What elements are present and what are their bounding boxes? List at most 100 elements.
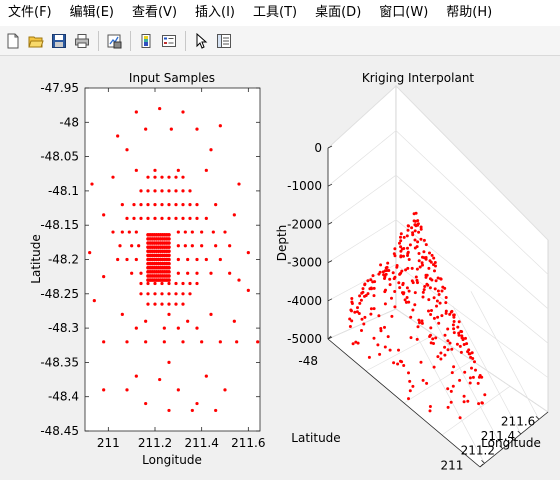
interpolant-point <box>444 311 448 315</box>
legend-icon <box>162 34 176 47</box>
interpolant-point <box>359 298 363 302</box>
interpolant-point <box>440 289 444 293</box>
sample-point <box>160 302 164 306</box>
toolbar-separator <box>130 30 131 51</box>
ytick-label: -48.05 <box>40 150 79 164</box>
ytick-label: -47.95 <box>40 81 79 95</box>
sample-point <box>195 216 199 220</box>
toolbar-separator <box>98 30 99 51</box>
ztick-label: -4000 <box>287 294 322 308</box>
interpolant-point <box>358 301 362 305</box>
sample-point <box>214 244 218 248</box>
sample-point <box>181 189 185 193</box>
interpolant-point <box>386 261 390 265</box>
menu-window[interactable]: 窗口(W) <box>379 5 429 20</box>
lon-tick-label: 211.2 <box>461 444 495 458</box>
save-button[interactable] <box>48 30 70 52</box>
link-plot-button[interactable] <box>103 30 125 52</box>
input-samples-ylabel: Latitude <box>29 234 43 283</box>
grid-line <box>327 130 397 187</box>
grid-line <box>365 334 435 372</box>
sample-point <box>232 319 236 323</box>
sample-point <box>181 340 185 344</box>
menu-help[interactable]: 帮助(H) <box>446 5 493 20</box>
interpolant-point <box>473 360 476 364</box>
interpolant-point <box>356 306 359 310</box>
figure-svg: Input Samples Longitude Latitude -47.95-… <box>29 71 549 476</box>
edit-plot-button[interactable] <box>190 30 212 52</box>
interpolant-point <box>440 314 444 318</box>
interpolant-point <box>434 336 438 340</box>
open-file-button[interactable] <box>25 30 47 52</box>
sample-point <box>174 203 178 207</box>
interpolant-point <box>387 269 391 272</box>
sample-point <box>169 127 173 131</box>
interpolant-point <box>363 283 367 287</box>
interpolant-point <box>369 307 373 311</box>
property-inspector-button[interactable] <box>213 30 235 52</box>
interpolant-point <box>407 289 411 293</box>
interpolant-point <box>449 400 453 404</box>
interpolant-point <box>402 364 406 367</box>
sample-point <box>246 251 250 255</box>
sample-point <box>134 374 138 378</box>
sample-point <box>134 257 138 262</box>
sample-point <box>256 340 260 344</box>
interpolant-point <box>436 276 440 280</box>
interpolant-point <box>407 300 411 304</box>
interpolant-point <box>398 286 402 290</box>
sample-point <box>174 302 178 306</box>
kriging-latitude-label: Latitude <box>291 431 340 445</box>
interpolant-point <box>462 343 466 346</box>
interpolant-point <box>392 252 396 256</box>
sample-point <box>246 288 250 292</box>
interpolant-point <box>399 235 402 239</box>
sample-point <box>237 182 241 186</box>
sample-point <box>181 110 185 114</box>
kriging-interpolant-axes[interactable]: Kriging Interpolant 0 -1000 -2000 -3000 -400… <box>275 71 549 476</box>
ytick-label: -48 <box>59 115 79 129</box>
sample-point <box>102 213 106 217</box>
new-figure-button[interactable] <box>2 30 24 52</box>
interpolant-point <box>410 226 414 230</box>
interpolant-point <box>388 348 392 352</box>
ytick-label: -48.2 <box>48 253 79 267</box>
sample-point <box>237 278 241 282</box>
interpolant-point <box>431 337 435 341</box>
sample-point <box>160 216 164 220</box>
print-button[interactable] <box>71 30 93 52</box>
menu-insert[interactable]: 插入(I) <box>195 5 236 20</box>
input-samples-axes[interactable]: Input Samples Longitude Latitude -47.95-… <box>29 71 266 467</box>
ytick-label: -48.1 <box>48 184 79 198</box>
interpolant-point <box>383 325 386 329</box>
sample-point <box>218 124 222 128</box>
interpolant-point <box>383 269 387 273</box>
input-samples-xticks: 211 211.2 211.4 211.6 <box>97 88 266 450</box>
insert-colorbar-button[interactable] <box>135 30 157 52</box>
interpolant-point <box>390 296 393 300</box>
menu-desktop[interactable]: 桌面(D) <box>315 5 362 20</box>
sample-point <box>176 230 180 234</box>
interpolant-point <box>355 310 359 314</box>
interpolant-point <box>402 235 406 239</box>
menu-tools[interactable]: 工具(T) <box>253 5 298 20</box>
interpolant-point <box>450 309 454 313</box>
ztick-label: 0 <box>314 141 322 155</box>
interpolant-point <box>392 361 396 365</box>
interpolant-point <box>468 381 472 385</box>
interpolant-point <box>429 326 433 330</box>
insert-legend-button[interactable] <box>158 30 180 52</box>
menu-view[interactable]: 查看(V) <box>131 5 178 20</box>
interpolant-point <box>432 365 436 369</box>
sample-point <box>146 203 150 207</box>
menu-edit[interactable]: 编辑(E) <box>69 5 114 20</box>
sample-point <box>190 408 194 413</box>
menu-file[interactable]: 文件(F) <box>8 5 52 20</box>
sample-point <box>181 281 185 286</box>
interpolant-point <box>399 239 403 243</box>
sample-point <box>176 168 180 172</box>
sample-point <box>144 401 148 406</box>
interpolant-point <box>457 320 461 324</box>
interpolant-point <box>378 352 382 356</box>
interpolant-point <box>412 212 416 216</box>
